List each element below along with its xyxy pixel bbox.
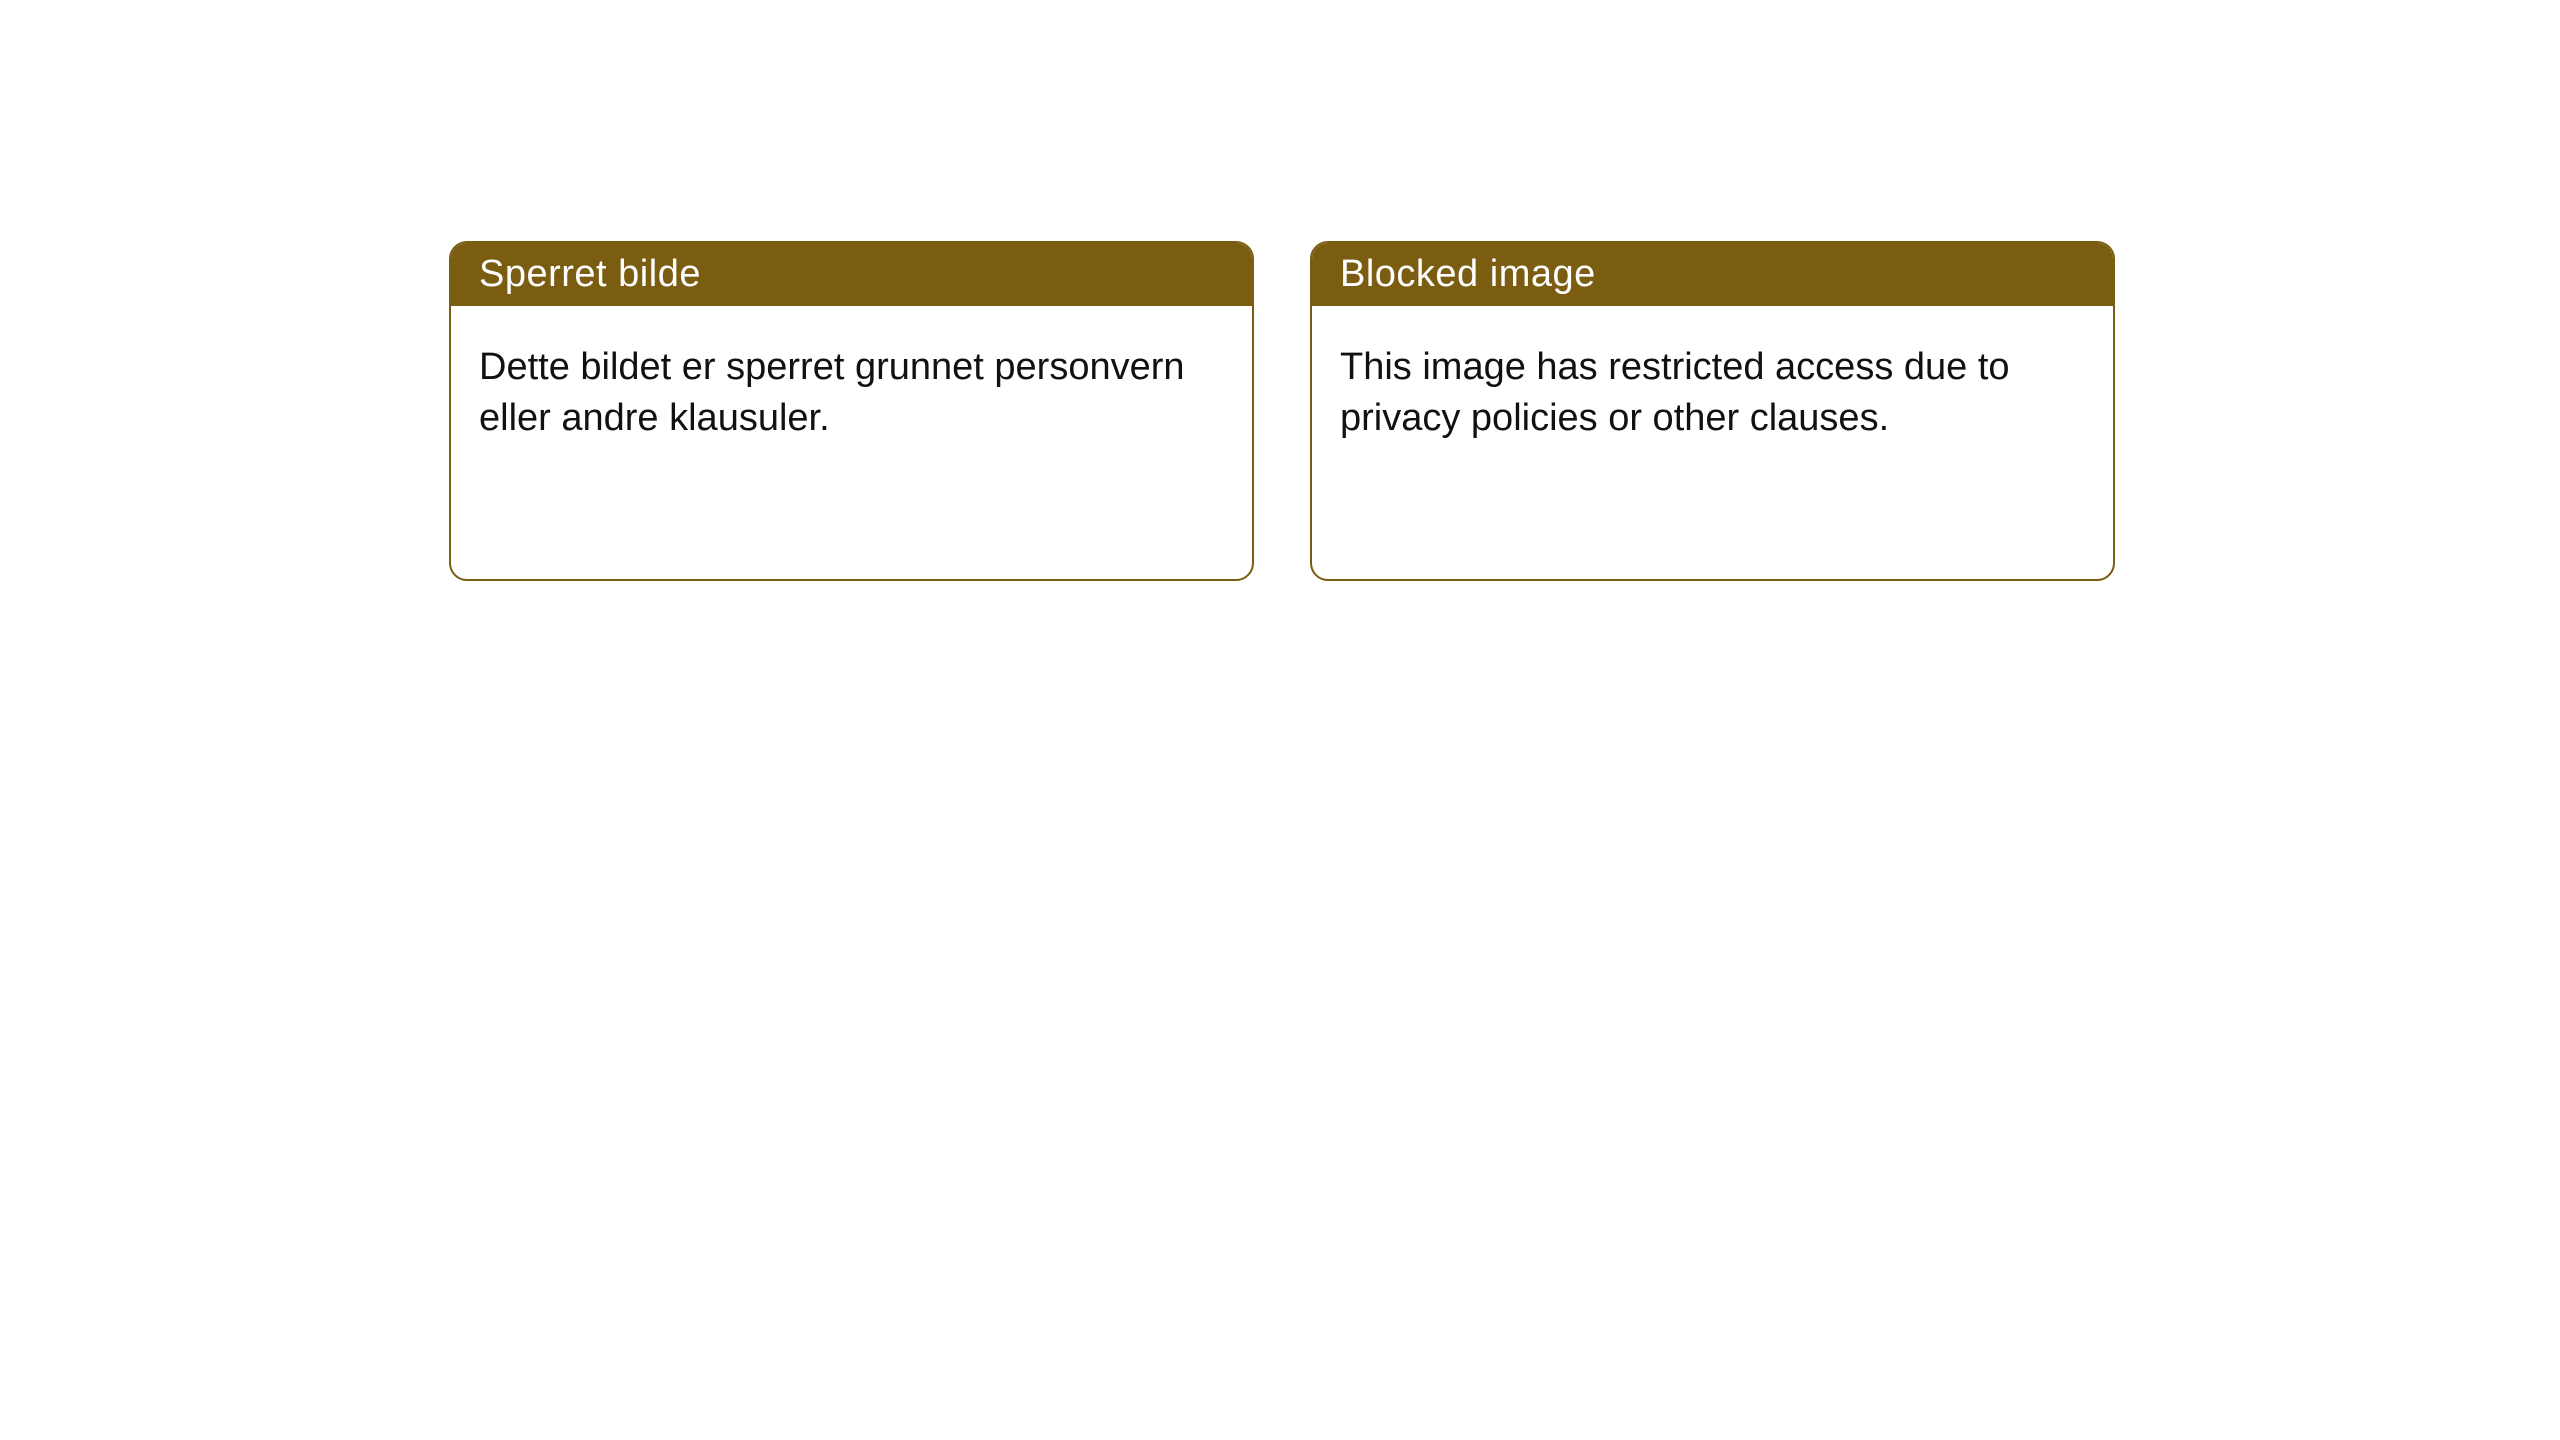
card-header: Blocked image	[1312, 243, 2113, 306]
card-title: Sperret bilde	[479, 253, 701, 295]
cards-container: Sperret bilde Dette bildet er sperret gr…	[0, 0, 2560, 581]
card-body: This image has restricted access due to …	[1312, 306, 2113, 473]
card-title: Blocked image	[1340, 253, 1596, 295]
card-body: Dette bildet er sperret grunnet personve…	[451, 306, 1252, 473]
card-message: Dette bildet er sperret grunnet personve…	[479, 346, 1185, 439]
card-header: Sperret bilde	[451, 243, 1252, 306]
blocked-image-card-no: Sperret bilde Dette bildet er sperret gr…	[449, 241, 1254, 581]
blocked-image-card-en: Blocked image This image has restricted …	[1310, 241, 2115, 581]
card-message: This image has restricted access due to …	[1340, 346, 2010, 439]
